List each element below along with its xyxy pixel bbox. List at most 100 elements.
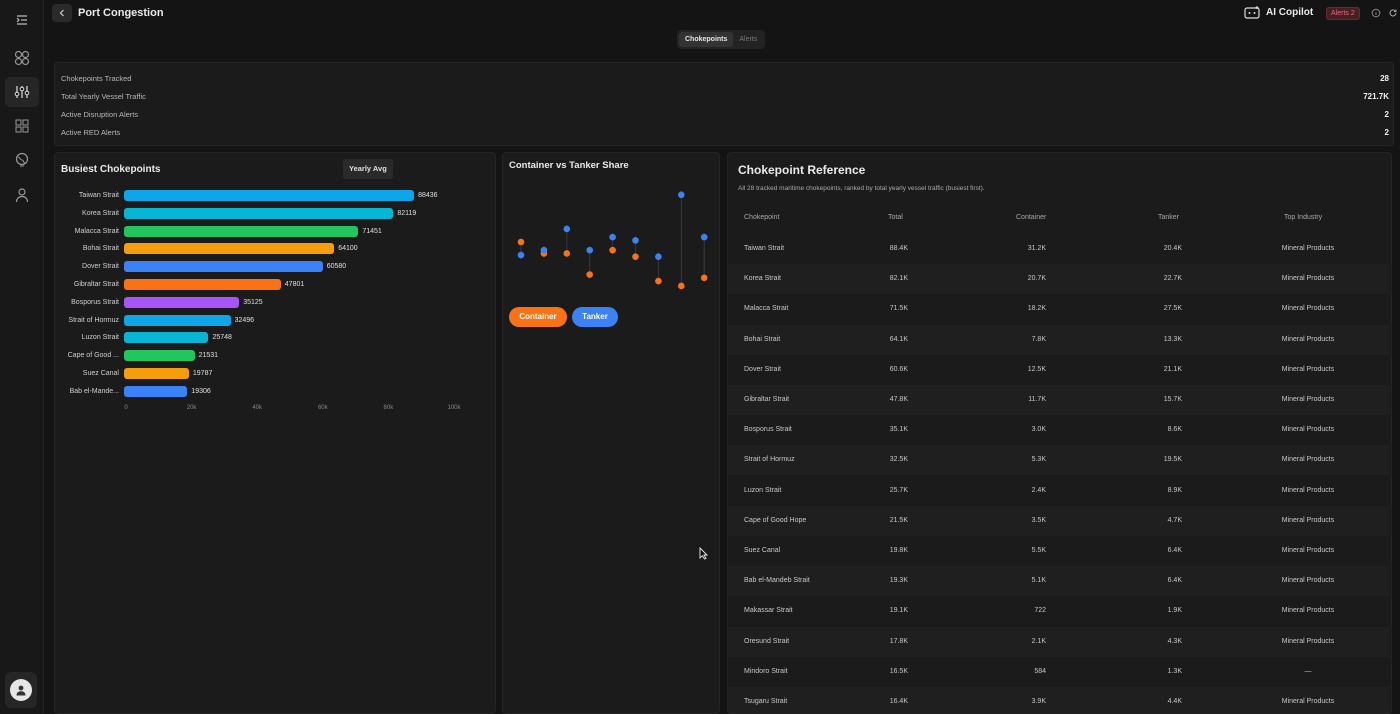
table-row[interactable]: Taiwan Strait 88.4K 31.2K 20.4K Mineral Prod… <box>728 234 1390 264</box>
bar-label: Bab el-Mande... <box>69 387 119 395</box>
bar-row[interactable]: Luzon Strait 25748 <box>55 332 495 344</box>
col-header-container[interactable]: Container <box>1016 214 1047 221</box>
bar[interactable] <box>124 314 231 326</box>
col-header-tanker[interactable]: Tanker <box>1158 214 1180 221</box>
data-point-tanker[interactable] <box>655 253 662 260</box>
bar[interactable] <box>124 261 323 273</box>
refresh-icon[interactable] <box>1388 8 1398 18</box>
table-row[interactable]: Mindoro Strait 16.5K 584 1.3K — <box>728 657 1390 687</box>
alerts-badge[interactable]: Alerts 2 <box>1326 7 1360 20</box>
table-row[interactable]: Strait of Hormuz 32.5K 5.3K 19.5K Mineral Pr… <box>728 445 1390 476</box>
tab-alerts[interactable]: Alerts <box>739 36 758 43</box>
table-row[interactable]: Bosporus Strait 35.1K 3.0K 8.6K Mineral Prod… <box>728 415 1390 445</box>
table-row[interactable]: Luzon Strait 25.7K 2.4K 8.9K Mineral Product… <box>728 476 1390 506</box>
bar-row[interactable]: Bohai Strait 64100 <box>55 243 495 255</box>
data-point-container[interactable] <box>678 282 685 290</box>
share-title: Container vs Tanker Share <box>509 160 629 171</box>
bar[interactable] <box>124 190 415 201</box>
stat-value: 28 <box>1380 73 1389 83</box>
data-point-container[interactable] <box>563 250 571 257</box>
legend-tanker[interactable]: Tanker <box>572 307 618 327</box>
table-row[interactable]: Dover Strait 60.6K 12.5K 21.1K Mineral Produ… <box>728 355 1390 385</box>
table-cell: 47.8K <box>889 396 908 403</box>
bar-row[interactable]: Dover Strait 60580 <box>55 261 495 273</box>
yearly-avg-selector[interactable]: Yearly Avg <box>343 159 393 179</box>
bar[interactable] <box>124 296 240 308</box>
table-cell: 20.4K <box>1163 245 1182 252</box>
data-point-tanker[interactable] <box>700 233 708 241</box>
bar-row[interactable]: Strait of Hormuz 32496 <box>55 314 495 327</box>
data-point-container[interactable] <box>655 277 662 285</box>
data-point-tanker[interactable] <box>632 237 639 244</box>
table-row[interactable]: Tsugaru Strait 16.4K 3.9K 4.4K Mineral Produ… <box>728 687 1390 713</box>
bar[interactable] <box>124 332 209 344</box>
table-cell: Mineral Products <box>1281 426 1335 434</box>
table-cell: Mineral Products <box>1281 577 1335 585</box>
col-header-top-industry[interactable]: Top Industry <box>1284 214 1323 221</box>
bar-row[interactable]: Malacca Strait 71451 <box>55 225 495 238</box>
bar-row[interactable]: Suez Canal 19787 <box>55 368 495 380</box>
user-icon[interactable] <box>5 180 39 210</box>
col-header-total[interactable]: Total <box>888 214 903 221</box>
table-cell: Dover Strait <box>744 365 781 373</box>
bar[interactable] <box>124 243 335 255</box>
bar[interactable] <box>124 207 394 219</box>
bar-row[interactable]: Bab el-Mande... 19306 <box>55 385 495 398</box>
table-row[interactable]: Bohai Strait 64.1K 7.8K 13.3K Mineral Produc… <box>728 324 1390 355</box>
table-row[interactable]: Makassar Strait 19.1K 722 1.9K Mineral Produ… <box>728 596 1390 626</box>
data-point-container[interactable] <box>609 246 616 254</box>
grid-icon[interactable] <box>5 111 39 141</box>
data-point-tanker[interactable] <box>540 246 548 254</box>
globe-icon[interactable] <box>5 145 39 175</box>
bar[interactable] <box>124 279 281 290</box>
bar-label: Suez Canal <box>82 370 119 377</box>
table-cell: Mineral Products <box>1281 516 1335 524</box>
table-row[interactable]: Cape of Good Hope 21.5K 3.5K 4.7K Mineral Pr… <box>728 505 1390 536</box>
bar-row[interactable]: Bosporus Strait 35125 <box>55 296 495 309</box>
bar-value-label: 71451 <box>362 227 382 235</box>
stat-chokepoints-tracked: Chokepoints Tracked 28 <box>61 69 1389 87</box>
table-row[interactable]: Malacca Strait 71.5K 18.2K 27.5K Mineral Pro… <box>728 294 1390 324</box>
table-cell: 60.6K <box>889 365 908 373</box>
tab-chokepoints[interactable]: Chokepoints <box>679 32 734 47</box>
table-row[interactable]: Suez Canal 19.8K 5.5K 6.4K Mineral Products <box>728 536 1390 566</box>
table-row[interactable]: Korea Strait 82.1K 20.7K 22.7K Mineral Produ… <box>728 264 1390 295</box>
share-panel: Container vs Tanker Share Container Tank… <box>502 152 720 714</box>
table-row[interactable]: Bab el-Mandeb Strait 19.3K 5.1K 6.4K Mineral… <box>728 566 1390 597</box>
data-point-tanker[interactable] <box>563 225 571 233</box>
table-row[interactable]: Gibraltar Strait 47.8K 11.7K 15.7K Mineral P… <box>728 385 1390 415</box>
bar[interactable] <box>124 350 195 362</box>
bar-row[interactable]: Taiwan Strait 88436 <box>55 190 495 202</box>
bar-row[interactable]: Cape of Good ... 21531 <box>55 350 495 362</box>
data-point-container[interactable] <box>586 271 593 278</box>
info-icon[interactable] <box>1371 8 1381 18</box>
table-cell: 13.3K <box>1163 335 1182 343</box>
bar-row[interactable]: Gibraltar Strait 47801 <box>55 279 495 291</box>
table-row[interactable]: Oresund Strait 17.8K 2.1K 4.3K Mineral Produ… <box>728 626 1390 657</box>
data-point-tanker[interactable] <box>609 233 616 241</box>
legend-container[interactable]: Container <box>509 307 567 327</box>
data-point-container[interactable] <box>700 274 708 282</box>
share-dot-chart <box>517 190 708 290</box>
bar[interactable] <box>124 225 359 237</box>
data-point-tanker[interactable] <box>586 246 593 254</box>
copilot-button[interactable]: AI Copilot <box>1244 6 1313 19</box>
cursor-icon <box>699 547 708 560</box>
dashboard-icon[interactable] <box>5 43 39 73</box>
avatar[interactable] <box>5 672 37 708</box>
analytics-icon[interactable] <box>5 77 39 107</box>
bar-row[interactable]: Korea Strait 82119 <box>55 207 495 220</box>
data-point-tanker[interactable] <box>678 191 685 199</box>
col-header-chokepoint[interactable]: Chokepoint <box>744 214 780 221</box>
menu-collapse-icon[interactable] <box>5 5 39 35</box>
back-chevron-icon[interactable] <box>52 4 72 22</box>
bar[interactable] <box>124 368 189 379</box>
data-point-tanker[interactable] <box>517 251 525 259</box>
data-point-container[interactable] <box>517 238 525 246</box>
bar[interactable] <box>124 385 188 397</box>
stat-red-alerts: Active RED Alerts 2 <box>61 123 1389 141</box>
table-cell: Mineral Products <box>1281 486 1335 494</box>
table-cell: 88.4K <box>889 245 908 252</box>
stat-label: Total Yearly Vessel Traffic <box>61 91 146 101</box>
data-point-container[interactable] <box>632 253 639 260</box>
